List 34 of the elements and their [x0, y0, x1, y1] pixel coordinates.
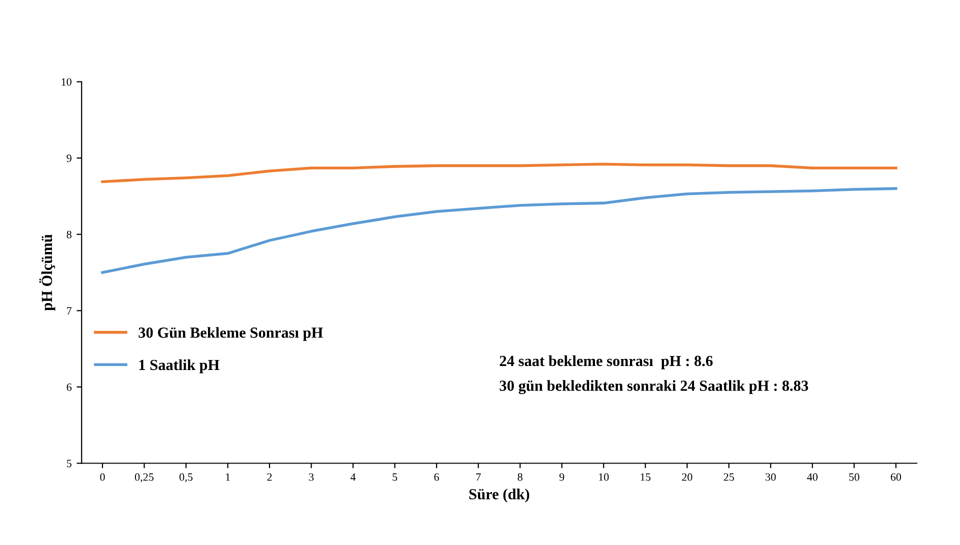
x-tick-label: 0 [100, 473, 105, 481]
annotation: 24 saat bekleme sonrası pH : 8.6 [500, 355, 713, 370]
line-series [101, 187, 898, 274]
x-tick-label: 4 [350, 473, 356, 481]
y-tick-label: 5 [66, 460, 72, 468]
annotation: 30 gün bekledikten sonraki 24 Saatlik pH : 8.83 [500, 380, 808, 394]
x-tick-label: 8 [518, 473, 522, 481]
y-tick-label: 9 [66, 154, 72, 162]
x-tick-label: 0,5 [179, 473, 193, 482]
x-tick-label: 6 [434, 473, 440, 481]
y-tick-label: 8 [66, 230, 72, 238]
y-axis-title: pH Ölçümü [39, 234, 56, 311]
x-axis-title: Süre (dk) [469, 488, 530, 502]
x-tick-label: 2 [267, 473, 272, 481]
x-tick-label: 25 [724, 473, 734, 481]
x-tick-label: 0,25 [134, 473, 154, 482]
legend-label: 1 Saatlik pH [139, 359, 220, 374]
x-tick-label: 1 [226, 473, 230, 481]
x-tick-label: 60 [890, 473, 902, 481]
x-tick-label: 5 [392, 473, 398, 481]
x-tick-label: 10 [599, 473, 609, 481]
y-tick-label: 6 [66, 383, 72, 391]
x-tick-label: 3 [309, 473, 314, 481]
x-tick-label: 7 [476, 473, 481, 481]
line-series [101, 162, 898, 184]
x-tick-label: 50 [849, 473, 860, 481]
legend-label: 30 Gün Bekleme Sonrası pH [138, 327, 323, 341]
x-tick-label: 15 [640, 473, 650, 481]
y-tick-label: 10 [62, 78, 72, 86]
x-tick-label: 30 [766, 473, 776, 481]
x-tick-label: 40 [807, 473, 818, 481]
x-tick-label: 9 [559, 473, 564, 481]
y-tick-label: 7 [67, 307, 72, 315]
x-tick-label: 20 [682, 473, 692, 481]
